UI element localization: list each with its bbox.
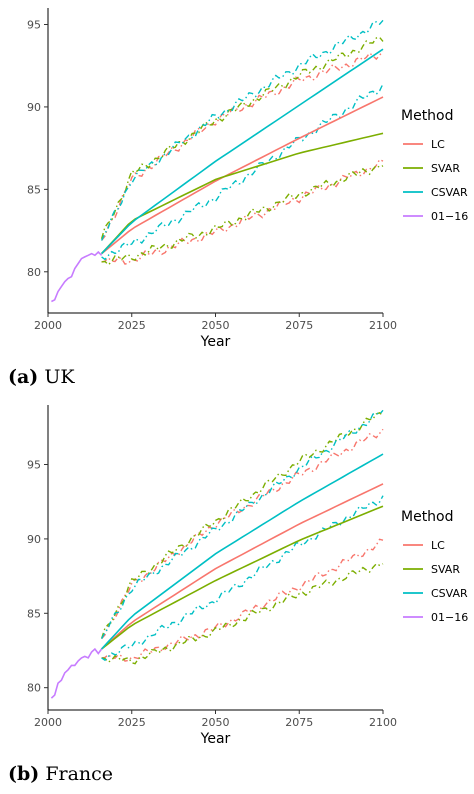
series-svar-upper-line	[100, 412, 384, 639]
y-tick-label: 85	[27, 183, 41, 196]
y-tick-label: 90	[27, 101, 41, 114]
y-tick-label: 80	[27, 682, 41, 695]
series-csvar-lower-line	[101, 495, 384, 662]
caption-letter: (a)	[8, 366, 39, 388]
series-historical-line	[51, 250, 103, 303]
x-tick-label: 2025	[118, 716, 146, 729]
y-tick-label: 95	[27, 18, 41, 31]
series-csvar-mean-line	[101, 453, 384, 650]
x-tick-label: 2025	[118, 319, 146, 332]
x-tick-label: 2100	[369, 716, 397, 729]
panel-france: 80 85 90 95 2000 2025 2050 2075 2100 Year Method LC…	[0, 397, 474, 794]
series-lc-mean-line	[101, 483, 384, 650]
series-csvar-lower-line	[101, 83, 384, 261]
legend-label-1: LC	[431, 539, 445, 552]
legend-label-2: SVAR	[431, 563, 460, 576]
caption-france: (b) France	[8, 763, 113, 785]
series-csvar-mean-line	[101, 48, 384, 255]
series-lc-lower-line	[101, 538, 384, 662]
x-axis-title: Year	[200, 334, 231, 350]
series-svar-upper-line	[100, 36, 384, 239]
series-svar-lower-line	[101, 164, 384, 266]
x-tick-label: 2050	[202, 319, 230, 332]
y-tick-label: 95	[27, 459, 41, 472]
y-tick-label: 90	[27, 533, 41, 546]
series-svar-mean-line	[101, 132, 384, 255]
legend-label-1: LC	[431, 138, 445, 151]
legend-label-2: SVAR	[431, 162, 460, 175]
legend-label-4: 01−16	[431, 611, 468, 624]
x-tick-label: 2075	[285, 319, 313, 332]
caption-text: France	[45, 763, 114, 785]
chart-uk: 80 85 90 95 2000 2025 2050 2075 2100 Year Method LC…	[27, 8, 468, 350]
series-lc-mean-line	[101, 96, 384, 255]
series-lc-lower-line	[101, 158, 384, 265]
caption-letter: (b)	[8, 763, 40, 785]
caption-text: UK	[44, 366, 75, 388]
series-svar-lower-line	[101, 562, 384, 665]
caption-uk: (a) UK	[8, 366, 75, 388]
legend-title: Method	[401, 108, 454, 124]
x-tick-label: 2075	[285, 716, 313, 729]
chart-france: 80 85 90 95 2000 2025 2050 2075 2100 Year Method LC…	[27, 405, 468, 747]
series-lc-upper-line	[101, 51, 384, 241]
legend-label-3: CSVAR	[431, 587, 468, 600]
x-tick-label: 2100	[369, 319, 397, 332]
panel-uk: 80 85 90 95 2000 2025 2050 2075 2100 Year Method LC…	[8, 8, 468, 388]
x-tick-label: 2000	[34, 716, 62, 729]
x-axis-title: Year	[200, 731, 231, 747]
legend-title: Method	[401, 509, 454, 525]
y-tick-label: 80	[27, 266, 41, 279]
series-historical-line	[50, 647, 103, 699]
x-tick-label: 2050	[202, 716, 230, 729]
legend-label-3: CSVAR	[431, 186, 468, 199]
legend-label-4: 01−16	[431, 210, 468, 223]
series-svar-mean-line	[101, 505, 384, 650]
x-tick-label: 2000	[34, 319, 62, 332]
series-csvar-upper-line	[100, 19, 384, 241]
y-tick-label: 85	[27, 607, 41, 620]
series-csvar-upper-line	[100, 409, 384, 639]
series-lc-upper-line	[101, 428, 384, 640]
